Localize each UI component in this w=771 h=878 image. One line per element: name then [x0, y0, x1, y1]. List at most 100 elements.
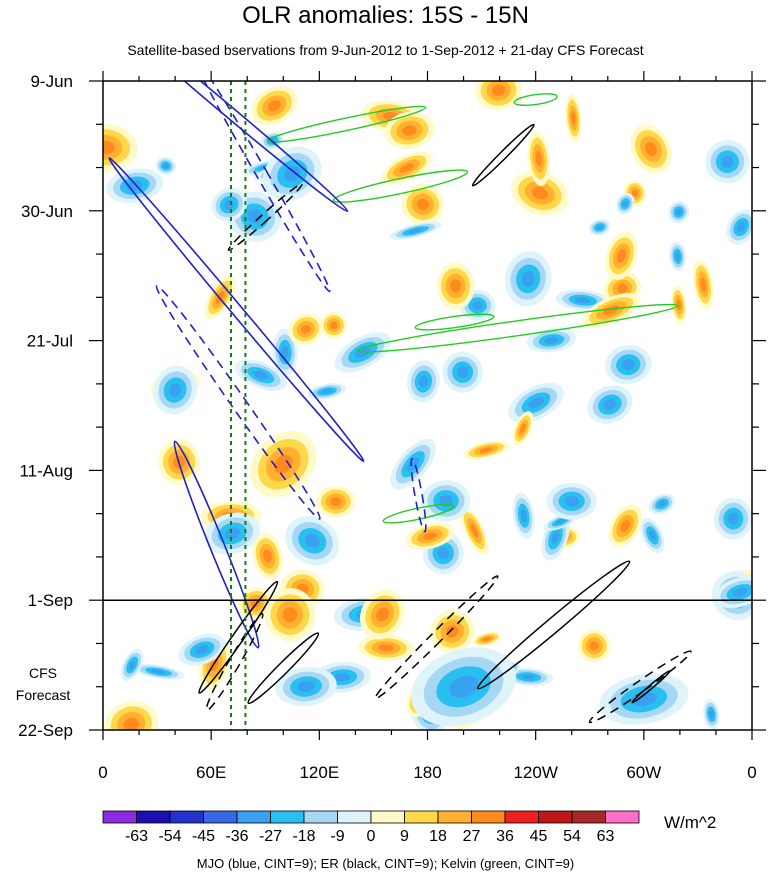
- er-contour: [631, 670, 671, 704]
- colorbar-swatch: [605, 810, 640, 824]
- anomaly-patch: [544, 336, 559, 344]
- colorbar-label: 9: [400, 828, 409, 845]
- anomaly-patch: [472, 300, 483, 310]
- mjo-contour: [155, 285, 321, 520]
- anomaly-patch: [103, 140, 115, 154]
- anomaly-patch: [519, 423, 526, 434]
- anomaly-patch: [721, 155, 734, 168]
- anomaly-patch: [128, 660, 136, 670]
- er-contour: [471, 123, 535, 187]
- colorbar-label: -9: [330, 828, 344, 845]
- colorbar-label: -45: [192, 828, 215, 845]
- er-contour: [374, 575, 499, 700]
- anomaly-patch: [520, 509, 527, 523]
- colorbar-swatch: [337, 810, 372, 824]
- mjo-contour: [410, 457, 427, 533]
- anomaly-patch: [123, 717, 139, 730]
- y-tick-label: 22-Sep: [18, 721, 73, 740]
- anomaly-patch: [195, 645, 209, 655]
- colorbar-label: 63: [597, 828, 615, 845]
- anomaly-patch: [253, 370, 269, 380]
- anomaly-patch: [575, 297, 591, 304]
- wave-contours: [108, 81, 692, 730]
- axes: 0 60E 120E 180 120W 60W 0 9-Jun 30-Jun 21-Jul 11-A…: [18, 71, 766, 782]
- anomaly-patch: [709, 710, 714, 719]
- anomaly-patch: [535, 150, 542, 167]
- anomaly-patch: [321, 389, 333, 394]
- anomaly-patch: [621, 359, 635, 371]
- anomaly-patch: [564, 496, 579, 507]
- anomaly-patch: [297, 681, 315, 693]
- anomaly-patch: [596, 225, 603, 230]
- chart-title: OLR anomalies: 15S - 15N: [242, 2, 529, 29]
- anomaly-patch: [162, 163, 169, 169]
- colorbar-swatch: [136, 810, 171, 824]
- colorbar-label: 36: [496, 828, 514, 845]
- anomaly-patch: [658, 501, 666, 507]
- anomaly-patch: [168, 383, 182, 397]
- colorbar-swatch: [538, 810, 573, 824]
- anomaly-patch: [418, 375, 429, 388]
- anomaly-patch: [676, 299, 681, 311]
- colorbar-swatch: [102, 810, 137, 824]
- x-tick-label: 120E: [299, 763, 339, 782]
- chart-subtitle: Satellite-based bservations from 9-Jun-2…: [127, 42, 644, 58]
- anomaly-patch: [267, 100, 281, 112]
- er-contour: [198, 580, 279, 694]
- anomaly-patch: [616, 283, 628, 294]
- colorbar-label: 45: [530, 828, 548, 845]
- anomaly-patch: [282, 607, 298, 623]
- anomaly-patch: [450, 279, 461, 293]
- anomaly-patch: [700, 277, 707, 292]
- anomaly-patch: [589, 641, 599, 651]
- forecast-label-line2: Forecast: [15, 687, 71, 703]
- mjo-contour: [108, 157, 365, 463]
- anomaly-patch: [330, 497, 342, 507]
- forecast-label-line1: CFS: [29, 665, 57, 681]
- anomaly-patch: [247, 209, 263, 224]
- mjo-contour: [109, 81, 349, 213]
- y-tick-label: 9-Jun: [30, 72, 73, 91]
- anomaly-patch: [437, 547, 450, 560]
- anomaly-patch: [470, 523, 479, 538]
- colorbar-swatch: [370, 810, 405, 824]
- y-tick-label: 30-Jun: [21, 202, 73, 221]
- anomaly-patch: [675, 208, 682, 216]
- anomaly-patch: [571, 111, 576, 125]
- anomaly-patch: [616, 249, 627, 263]
- x-tick-label: 60W: [626, 763, 661, 782]
- anomaly-patch: [551, 531, 560, 544]
- er-contour: [477, 560, 631, 690]
- er-contour: [247, 632, 320, 705]
- colorbar-swatch: [437, 810, 472, 824]
- anomaly-patch: [456, 366, 469, 378]
- colorbar-label: -18: [292, 828, 315, 845]
- anomaly-patch: [284, 166, 301, 182]
- y-tick-label: 11-Aug: [19, 461, 73, 480]
- colorbar-label: 27: [463, 828, 481, 845]
- anomaly-patch: [622, 200, 628, 207]
- colorbar-label: 54: [563, 828, 581, 845]
- anomaly-patch: [333, 672, 351, 682]
- colorbar-label: 0: [367, 828, 376, 845]
- colorbar-swatch: [404, 810, 439, 824]
- anomaly-patch: [376, 607, 389, 622]
- er-contour: [205, 613, 264, 712]
- er-contour: [227, 183, 303, 251]
- y-tick-label: 1-Sep: [28, 591, 73, 610]
- anomaly-patch: [423, 532, 437, 540]
- anomaly-patch: [528, 397, 544, 409]
- anomaly-patch: [727, 512, 739, 525]
- anomaly-patch: [631, 189, 639, 197]
- anomaly-patch: [531, 186, 548, 200]
- colorbar-swatch: [203, 810, 238, 824]
- colorbar-swatch: [169, 810, 204, 824]
- x-tick-label: 0: [747, 763, 756, 782]
- kelvin-contour: [266, 105, 427, 143]
- anomaly-patch: [521, 674, 536, 680]
- mjo-contour: [192, 81, 331, 293]
- anomaly-patch: [406, 457, 420, 472]
- anomaly-patch: [555, 519, 565, 525]
- anomaly-patch: [281, 345, 289, 359]
